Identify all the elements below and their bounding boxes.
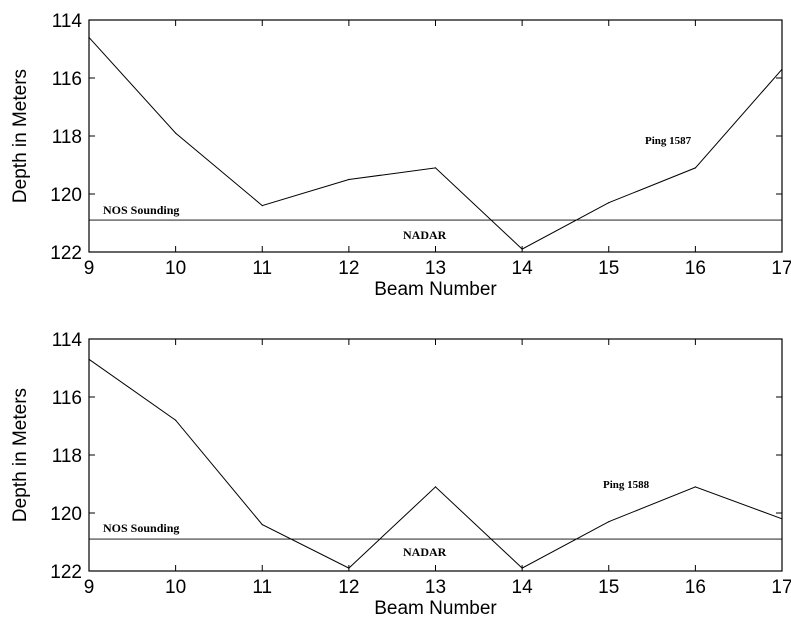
chart0-data-point [348,178,350,181]
chart1-x-tick-label: 12 [338,577,359,598]
chart0-data-point [781,68,783,70]
chart0-x-tick-label: 16 [685,258,706,279]
chart1-data-point [175,419,177,421]
chart0-nadar-label: NADAR [403,228,447,242]
chart0-y-axis-label: Depth in Meters [10,69,31,203]
chart0-data-point [261,205,263,207]
chart0-data-point [608,202,610,204]
chart1-x-tick-label: 11 [252,577,272,598]
chart1-x-tick-label: 10 [165,577,186,598]
chart1-x-tick-label: 14 [512,577,534,598]
top-chart-panel: 9 10 11 12 13 14 15 16 17 114 116 118 120 122 Beam Num… [10,11,791,300]
chart1-y-tick-label: 114 [52,330,83,351]
chart1-x-tick-label: 15 [598,577,619,598]
chart0-x-tick-label: 12 [338,258,359,279]
chart0-x-tick-label: 11 [252,258,272,279]
chart0-data-point [521,248,523,250]
chart0-ping-label: Ping 1587 [645,135,692,147]
chart1-y-axis-label: Depth in Meters [10,388,31,522]
chart1-x-tick-label: 16 [685,577,706,598]
chart0-y-tick-label: 120 [50,185,82,206]
chart0-data-point [694,167,696,169]
chart0-x-tick-label: 9 [84,258,95,279]
chart0-x-tick-label: 17 [771,258,791,279]
chart0-x-tick-label: 15 [598,258,619,279]
chart0-x-axis-label: Beam Number [374,279,497,300]
chart1-data-point [781,518,783,520]
chart1-y-tick-label: 118 [52,446,82,467]
chart1-x-axis-label: Beam Number [374,598,497,619]
chart0-y-tick-label: 118 [52,127,82,148]
chart1-data-point [521,567,523,569]
chart1-plot-area [88,338,783,572]
chart0-x-tick-label: 10 [165,258,186,279]
chart1-data-point [348,567,350,569]
chart0-x-tick-label: 13 [425,258,446,279]
chart0-y-tick-label: 116 [52,69,82,90]
chart0-y-tick-label: 114 [52,11,83,32]
chart0-data-point [434,167,437,169]
chart1-ping-label: Ping 1588 [603,479,650,491]
chart0-data-point [88,36,90,39]
chart1-nadar-label: NADAR [403,545,447,559]
chart1-data-point [694,486,696,488]
chart1-nos-sounding-label: NOS Sounding [103,521,179,535]
chart1-x-tick-label: 17 [771,577,791,598]
chart1-y-tick-label: 122 [50,562,82,583]
chart0-y-tick-label: 122 [50,243,82,264]
chart1-depth-series-line [88,358,783,569]
chart1-data-point [261,524,263,526]
chart1-data-point [434,486,437,488]
chart1-x-tick-label: 13 [425,577,446,598]
chart1-y-tick-label: 120 [50,504,82,525]
chart1-x-tick-label: 9 [84,577,95,598]
chart1-data-point [88,358,90,360]
chart1-data-point [608,521,610,523]
chart0-x-tick-label: 14 [512,258,534,279]
bottom-chart-panel: 9 10 11 12 13 14 15 16 17 114 116 118 120 122 Beam Num… [10,330,791,619]
chart0-nos-sounding-label: NOS Sounding [103,203,179,217]
chart1-y-tick-label: 116 [52,388,82,409]
chart0-data-point [175,132,177,134]
